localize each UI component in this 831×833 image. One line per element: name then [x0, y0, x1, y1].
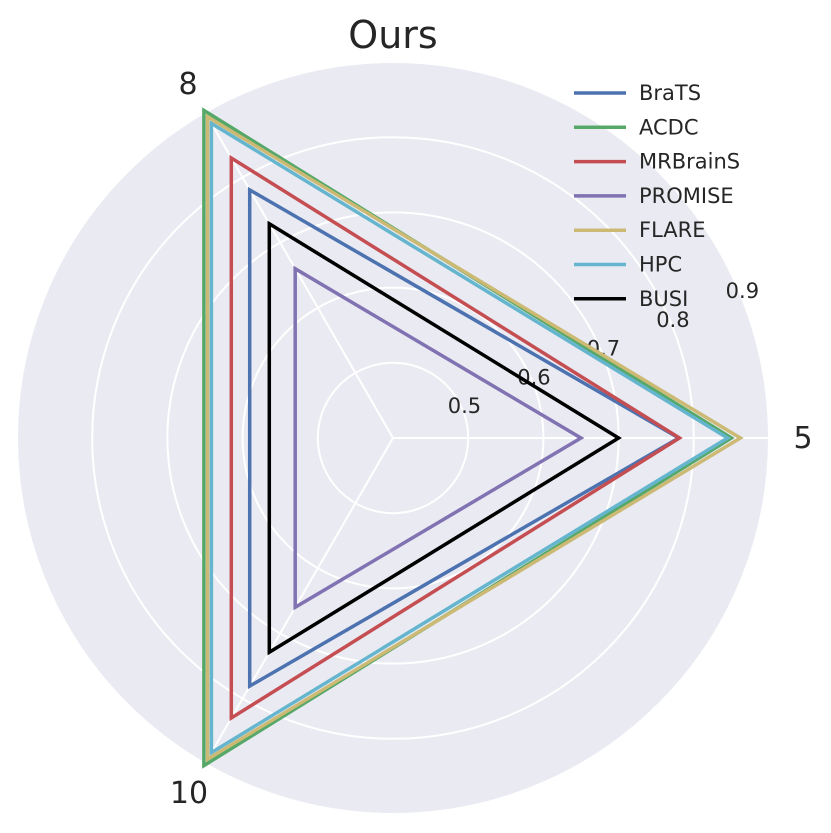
axis-label-5: 5: [793, 421, 812, 456]
axis-label-8: 8: [178, 67, 197, 102]
radial-tick-label: 0.5: [448, 394, 481, 418]
radial-tick-label: 0.8: [656, 308, 689, 332]
legend-label-hpc: HPC: [639, 253, 682, 277]
series-busi-polygon: [267, 220, 622, 656]
chart-title: Ours: [348, 13, 437, 57]
legend-label-brats: BraTS: [639, 81, 701, 105]
legend-label-promise: PROMISE: [639, 184, 734, 208]
legend-label-acdc: ACDC: [639, 115, 699, 139]
series-hpc-polygon: [209, 120, 731, 756]
spoke-2: [204, 437, 394, 765]
legend: BraTS ACDC MRBrainS PROMISE FLARE HPC BUSI: [574, 81, 740, 311]
grid: [16, 61, 770, 815]
series-group: [202, 107, 744, 769]
radial-tick-label: 0.9: [726, 279, 759, 303]
axis-label-10: 10: [170, 776, 208, 811]
series-mrbrains-polygon: [229, 154, 683, 722]
series-promise-polygon: [293, 265, 585, 611]
spoke-1: [204, 111, 394, 439]
series-brats-polygon: [247, 186, 683, 690]
series-flare-polygon: [205, 113, 744, 763]
legend-label-flare: FLARE: [639, 218, 706, 242]
radial-tick-labels: 0.50.60.70.80.9: [448, 279, 759, 418]
axis-labels: 5 8 10: [170, 67, 813, 811]
legend-label-busi: BUSI: [639, 287, 688, 311]
legend-label-mrbrains: MRBrainS: [639, 150, 740, 174]
